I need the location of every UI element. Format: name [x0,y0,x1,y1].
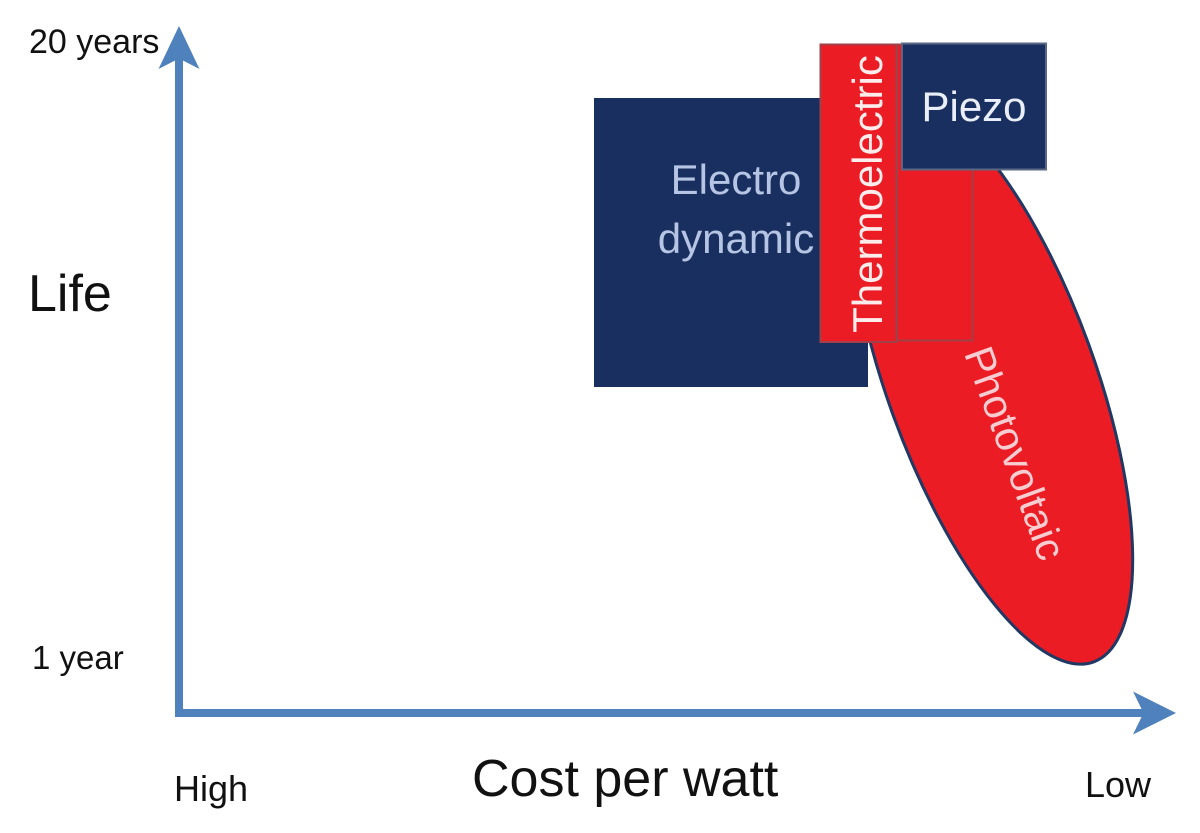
svg-text:Life: Life [28,265,112,323]
svg-text:Cost per watt: Cost per watt [472,750,779,808]
svg-text:dynamic: dynamic [658,215,814,262]
svg-text:Thermoelectric: Thermoelectric [844,55,891,333]
svg-text:1 year: 1 year [32,639,124,676]
svg-text:Piezo: Piezo [921,83,1026,130]
svg-text:Low: Low [1085,764,1152,805]
svg-text:20 years: 20 years [29,23,159,61]
svg-text:High: High [174,768,248,809]
svg-text:Electro: Electro [671,156,802,203]
